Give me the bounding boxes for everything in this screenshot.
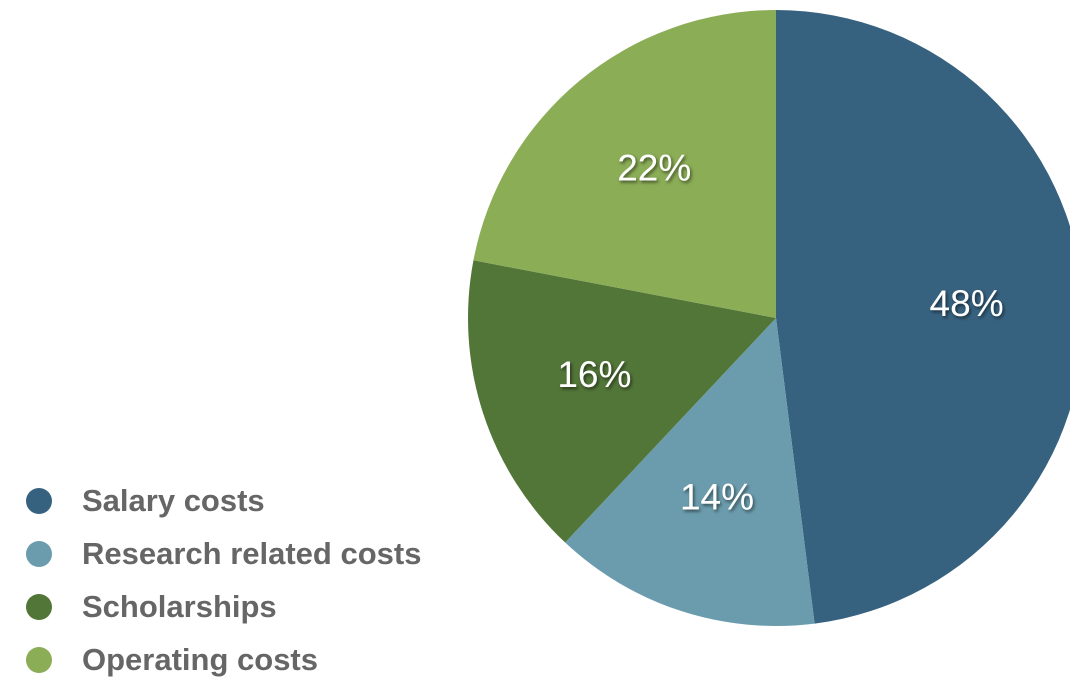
pie-slice-scholarships [468, 260, 776, 543]
legend-label-operating-costs: Operating costs [82, 641, 318, 677]
pie-value-label-salary-costs: 48% [930, 283, 1004, 324]
legend-label-research-related-costs: Research related costs [82, 535, 422, 571]
legend-item-salary-costs: Salary costs [26, 474, 421, 527]
legend: Salary costs Research related costs Scho… [26, 474, 421, 680]
pie-value-labels: 48% 14% 16% 22% [557, 148, 1003, 518]
legend-swatch-scholarships [26, 593, 52, 620]
pie-slice-research-related-costs [565, 318, 815, 626]
legend-swatch-operating-costs [26, 646, 52, 673]
pie-slice-salary-costs [776, 10, 1070, 624]
legend-swatch-research-related-costs [26, 540, 52, 567]
legend-label-salary-costs: Salary costs [82, 482, 265, 518]
legend-item-scholarships: Scholarships [26, 580, 421, 633]
pie-value-label-scholarships: 16% [557, 354, 631, 395]
pie-slices [468, 10, 1070, 626]
pie-slice-operating-costs [473, 10, 776, 318]
legend-label-scholarships: Scholarships [82, 588, 277, 624]
legend-item-operating-costs: Operating costs [26, 633, 421, 680]
legend-item-research-related-costs: Research related costs [26, 527, 421, 580]
legend-swatch-salary-costs [26, 487, 52, 514]
pie-value-label-operating-costs: 22% [617, 148, 691, 189]
pie-value-label-research-related-costs: 14% [680, 476, 754, 517]
